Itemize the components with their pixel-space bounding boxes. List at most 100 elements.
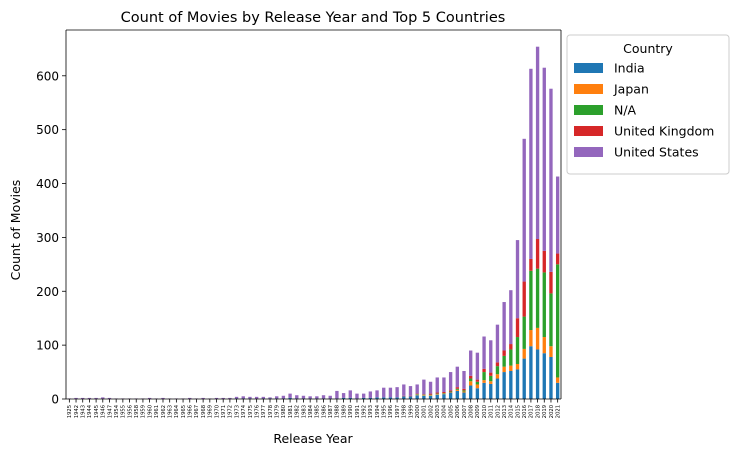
x-tick-label: 1945 xyxy=(94,405,100,418)
bar-segment xyxy=(529,330,533,347)
bar-segment xyxy=(301,395,306,399)
x-tick-label: 2012 xyxy=(495,405,501,418)
x-tick-label: 1979 xyxy=(275,405,281,418)
bar-segment xyxy=(509,365,513,371)
bar-segment xyxy=(214,397,219,399)
bar-segment xyxy=(469,375,473,379)
bar-segment xyxy=(549,346,553,357)
x-tick-label: 1969 xyxy=(208,405,214,418)
x-tick-label: 1964 xyxy=(174,404,180,418)
bar-segment xyxy=(422,394,426,396)
bar-segment xyxy=(442,391,446,394)
x-tick-label: 1984 xyxy=(308,404,314,418)
bar-segment xyxy=(475,388,480,399)
bar-segment xyxy=(422,395,426,399)
bar-segment xyxy=(502,302,506,351)
bar-segment xyxy=(221,397,225,399)
bar-segment xyxy=(469,378,473,382)
bar-segment xyxy=(555,377,560,383)
legend-label: India xyxy=(614,61,645,76)
bar-segment xyxy=(549,356,553,399)
bar-segment xyxy=(321,395,326,399)
x-tick-label: 1997 xyxy=(395,405,401,418)
bar-segment xyxy=(234,396,239,399)
bar-segment xyxy=(428,393,433,395)
bar-segment xyxy=(502,350,506,356)
x-tick-label: 2014 xyxy=(509,404,515,418)
bar-segment xyxy=(415,394,419,396)
x-tick-label: 1977 xyxy=(261,405,267,418)
bar-segment xyxy=(415,394,419,395)
bar-segment xyxy=(469,381,473,386)
bar-segment xyxy=(462,388,466,391)
bar-segment xyxy=(375,397,379,399)
x-tick-label: 2006 xyxy=(455,405,461,418)
bar-segment xyxy=(395,387,399,398)
bar-segment xyxy=(295,395,299,399)
bar-segment xyxy=(408,386,413,396)
bar-segment xyxy=(101,397,105,399)
bar-segment xyxy=(161,397,165,399)
bar-segment xyxy=(415,393,419,395)
bar-segment xyxy=(522,316,526,349)
x-tick-label: 1971 xyxy=(221,405,227,418)
bar-segment xyxy=(422,395,426,396)
bar-segment xyxy=(509,344,513,350)
x-tick-label: 1986 xyxy=(321,405,327,418)
bar-segment xyxy=(495,324,500,363)
bar-segment xyxy=(422,394,426,395)
bar-segment xyxy=(201,397,205,399)
bar-segment xyxy=(308,396,312,399)
x-tick-label: 1965 xyxy=(181,405,187,418)
bar-segment xyxy=(435,393,439,395)
legend-label: N/A xyxy=(614,103,637,118)
x-tick-label: 2002 xyxy=(428,405,434,418)
bar-segment xyxy=(94,397,98,399)
bar-segment xyxy=(442,393,446,394)
x-tick-label: 1947 xyxy=(107,405,113,418)
x-tick-label: 2017 xyxy=(529,405,535,418)
bar-segment xyxy=(382,397,386,399)
bar-segment xyxy=(475,379,480,382)
legend-swatch xyxy=(574,63,603,73)
bar-segment xyxy=(228,397,232,399)
x-tick-label: 1992 xyxy=(361,405,367,418)
bar-segment xyxy=(535,239,540,269)
x-tick-label: 2005 xyxy=(448,405,454,418)
bar-segment xyxy=(482,372,486,381)
bar-segment xyxy=(515,318,520,338)
bar-segment xyxy=(107,397,112,399)
x-tick-label: 1985 xyxy=(315,405,321,418)
bar-segment xyxy=(555,264,560,378)
bar-segment xyxy=(402,395,406,397)
y-tick-label: 400 xyxy=(36,177,59,191)
x-tick-label: 2021 xyxy=(555,405,561,418)
x-tick-label: 2016 xyxy=(522,405,528,418)
x-tick-label: 1954 xyxy=(114,404,120,418)
x-tick-label: 1972 xyxy=(228,405,234,418)
bar-segment xyxy=(482,368,486,373)
bar-segment xyxy=(281,395,286,399)
x-tick-label: 1993 xyxy=(368,405,374,418)
x-tick-label: 2003 xyxy=(435,405,441,418)
bar-segment xyxy=(147,397,152,399)
x-tick-label: 1968 xyxy=(201,405,207,418)
x-tick-label: 1958 xyxy=(134,405,140,418)
bar-segment xyxy=(515,240,520,319)
legend-label: United Kingdom xyxy=(614,124,714,139)
bar-segment xyxy=(535,268,540,328)
x-tick-label: 1973 xyxy=(234,405,240,418)
bar-segment xyxy=(522,138,526,282)
bar-segment xyxy=(489,372,493,376)
bar-segment xyxy=(448,391,453,392)
bar-segment xyxy=(442,393,446,395)
y-tick-label: 100 xyxy=(36,339,59,353)
x-tick-label: 1962 xyxy=(161,405,167,418)
bar-segment xyxy=(388,387,393,398)
bar-segment xyxy=(489,383,493,399)
x-tick-label: 1995 xyxy=(382,405,388,418)
bar-segment xyxy=(482,382,486,399)
x-tick-label: 1960 xyxy=(147,405,153,418)
bar-segment xyxy=(549,293,553,347)
